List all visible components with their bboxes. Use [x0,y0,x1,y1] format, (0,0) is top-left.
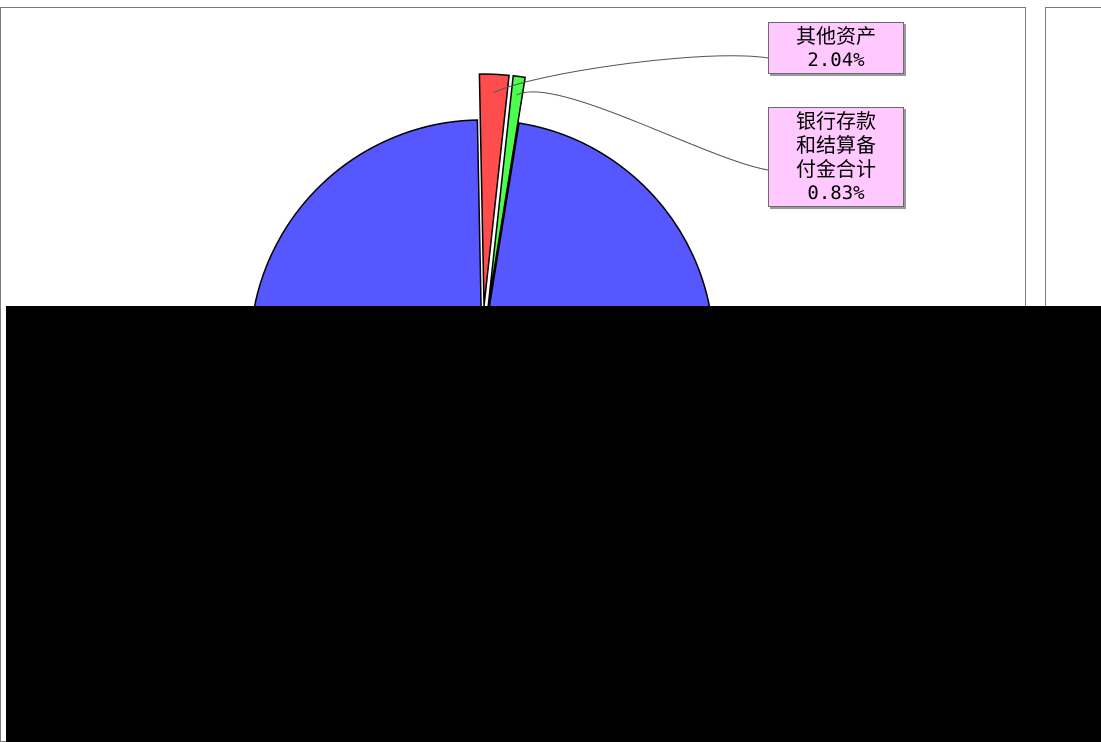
pie-slice [478,73,510,307]
callout-percent: 2.04% [807,49,865,71]
leader-line [493,55,769,94]
callout-bank-deposits: 银行存款 和结算备 付金合计 0.83% [768,107,904,207]
leader-line [516,91,769,171]
callout-percent: 0.83% [807,182,865,204]
pie-slice [487,74,527,307]
callout-other-assets: 其他资产 2.04% [768,22,904,74]
redaction-block [6,306,1101,742]
callout-label: 银行存款 和结算备 付金合计 [796,109,876,181]
callout-label: 其他资产 [796,24,876,48]
